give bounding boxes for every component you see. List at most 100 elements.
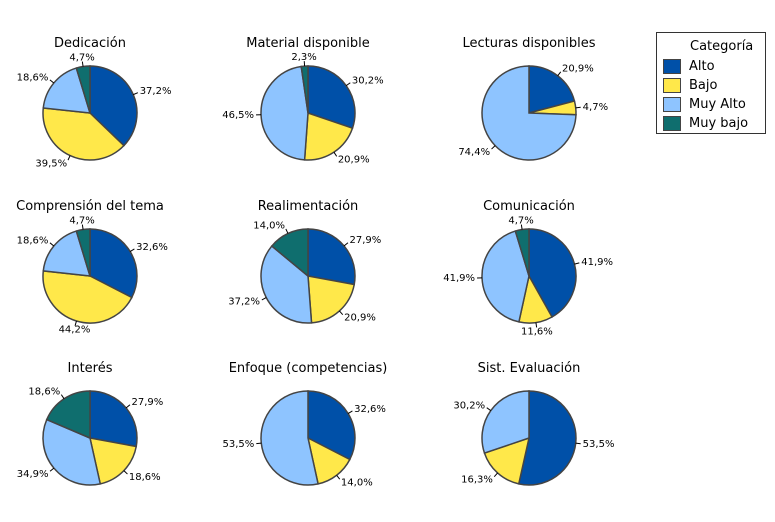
data-label: 11,6% (521, 326, 553, 337)
data-label: 18,6% (17, 235, 49, 246)
pie-slice-bajo (42, 270, 133, 324)
pie-title: Lecturas disponibles (462, 36, 595, 51)
data-label: 14,0% (341, 477, 373, 488)
pie-slice-muy-alto (260, 244, 313, 324)
pie-slice-muy-bajo (514, 228, 530, 277)
pie-slice-muy-alto (260, 65, 309, 161)
leader-line (285, 228, 289, 234)
data-label: 4,7% (583, 102, 608, 113)
leader-line (336, 474, 341, 480)
pie-slice-bajo (307, 275, 356, 324)
leader-line (339, 310, 344, 316)
pie-title: Dedicación (54, 36, 126, 51)
pie-chart: Comunicación 41,9% 11,6% 41,9% 4,7% (443, 199, 613, 337)
legend: Categoría Alto Bajo Muy Alto Muy bajo (656, 32, 766, 134)
pie-slice-bajo (42, 107, 125, 161)
data-label: 4,7% (508, 216, 533, 227)
leader-line (493, 472, 498, 478)
data-label: 16,3% (461, 475, 493, 486)
data-label: 30,2% (453, 400, 485, 411)
leader-line (125, 404, 131, 409)
pie-title: Sist. Evaluación (478, 361, 581, 376)
data-label: 4,7% (69, 216, 94, 227)
leader-line (347, 410, 353, 414)
pie-slice-muy-alto (481, 230, 530, 323)
legend-swatch (663, 58, 681, 74)
leader-line (133, 92, 139, 96)
data-label: 4,7% (69, 53, 94, 64)
leader-line (575, 106, 581, 109)
leader-line (81, 61, 84, 67)
pie-title: Interés (68, 361, 113, 376)
legend-label: Alto (689, 58, 715, 74)
legend-label: Muy bajo (689, 115, 749, 131)
data-label: 41,9% (581, 257, 613, 268)
pie-title: Comunicación (483, 199, 575, 214)
leader-line (60, 394, 65, 400)
leader-line (535, 322, 538, 328)
data-label: 53,5% (223, 439, 255, 450)
pie-chart: Lecturas disponibles 20,9% 4,7% 74,4% (458, 36, 608, 161)
leader-line (343, 242, 349, 247)
legend-title: Categoría (690, 39, 754, 54)
data-label: 34,9% (17, 469, 49, 480)
data-label: 37,2% (140, 86, 172, 97)
pie-slice-alto (89, 228, 138, 299)
data-label: 20,9% (344, 313, 376, 324)
legend-swatch (663, 77, 681, 93)
leader-line (123, 470, 128, 475)
data-label: 37,2% (228, 297, 260, 308)
legend-item: Alto (663, 57, 715, 75)
leader-line (333, 151, 338, 157)
pie-chart: Interés 27,9% 18,6% 34,9% 18,6% (17, 361, 163, 486)
leader-line (49, 467, 55, 472)
data-label: 27,9% (349, 235, 381, 246)
pie-chart: Enfoque (competencias) 32,6% 14,0% 53,5% (223, 361, 388, 488)
pie-chart: Material disponible 30,2% 20,9% 46,5% 2,3% (222, 36, 383, 166)
data-label: 20,9% (338, 155, 370, 166)
data-label: 32,6% (136, 242, 168, 253)
data-label: 18,6% (17, 72, 49, 83)
leader-line (557, 71, 562, 77)
pie-chart: Sist. Evaluación 53,5% 16,3% 30,2% (453, 361, 614, 486)
pie-slice-muy-alto (42, 230, 92, 277)
legend-item: Bajo (663, 76, 717, 94)
leader-line (256, 442, 262, 445)
data-label: 14,0% (253, 220, 285, 231)
pie-title: Realimentación (258, 199, 359, 214)
leader-line (74, 320, 77, 326)
data-label: 20,9% (562, 64, 594, 75)
legend-item: Muy Alto (663, 95, 746, 113)
data-label: 30,2% (352, 75, 384, 86)
leader-line (81, 224, 84, 230)
pie-slice-bajo (303, 111, 354, 161)
data-label: 18,6% (28, 386, 60, 397)
data-label: 39,5% (35, 159, 67, 170)
leader-line (261, 297, 267, 301)
data-label: 41,9% (443, 273, 475, 284)
leader-line (49, 79, 55, 84)
legend-swatch (663, 96, 681, 112)
pie-slice-muy-bajo (300, 65, 309, 114)
data-label: 32,6% (354, 404, 386, 415)
pie-chart: Realimentación 27,9% 20,9% 37,2% 14,0% (228, 199, 381, 324)
legend-label: Bajo (689, 77, 718, 93)
leader-line (574, 262, 580, 265)
leader-line (49, 242, 55, 247)
legend-label: Muy Alto (689, 96, 746, 112)
legend-swatch (663, 115, 681, 131)
pie-slice-alto (307, 390, 356, 461)
pie-slice-muy-bajo (75, 228, 91, 277)
leader-line (486, 407, 492, 412)
legend-item: Muy bajo (663, 114, 748, 132)
leader-line (491, 145, 496, 150)
leader-line (67, 155, 71, 161)
pie-slice-alto (528, 65, 576, 114)
data-label: 74,4% (458, 147, 490, 158)
pie-slice-muy-bajo (270, 228, 309, 278)
data-label: 46,5% (222, 110, 254, 121)
pie-slice-muy-alto (42, 418, 102, 486)
data-label: 53,5% (583, 439, 615, 450)
